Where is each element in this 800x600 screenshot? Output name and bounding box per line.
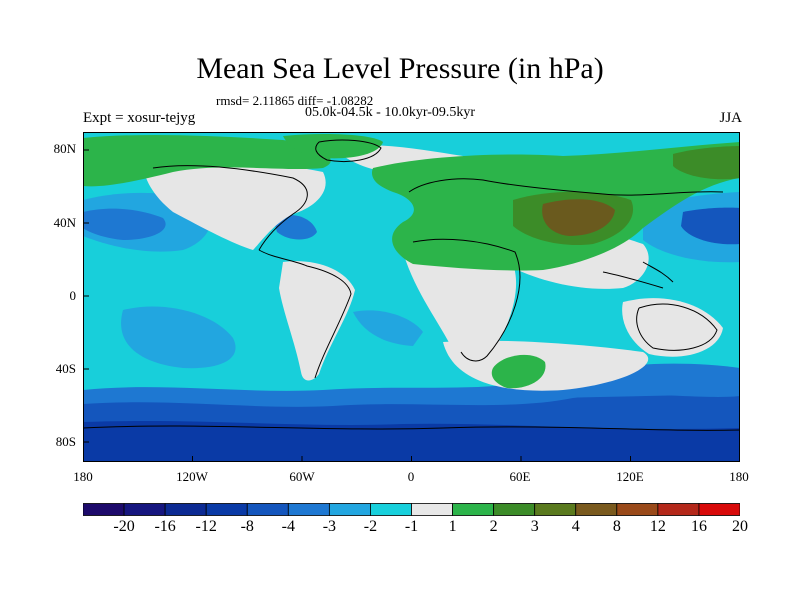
lon-label-120w: 120W [176,469,208,484]
colorbar-label: -8 [240,518,254,535]
colorbar-cell [575,503,618,516]
colorbar-label: -16 [154,518,176,535]
south-indian-high [491,354,546,389]
south-pacific-low [121,306,236,369]
africa-neutral [403,249,517,364]
colorbar-cell [452,503,495,516]
experiment-label: Expt = xosur-tejyg [83,110,196,126]
colorbar-cell [83,503,125,516]
lon-label-120e: 120E [616,469,644,484]
colorbar-cell [657,503,700,516]
colorbar-cell [246,503,289,516]
colorbar-cell [493,503,536,516]
rmsd-diff-stats: rmsd= 2.11865 diff= -1.08282 [216,93,374,108]
colorbar-cell [164,503,207,516]
north-america-neutral [143,158,326,250]
east-siberia-high [673,146,740,180]
colorbar-label: -1 [404,518,419,535]
colorbar-label: -12 [195,518,217,535]
colorbar-label: 3 [530,518,539,535]
colorbar-cell [370,503,412,516]
arctic-high-band [83,134,331,187]
west-pacific-low-core [681,207,740,245]
lon-label-0: 0 [407,469,415,484]
colorbar-label: 16 [690,518,707,535]
colorbar-label: -4 [281,518,295,535]
north-pacific-low-core [83,208,166,240]
colorbar-label: 8 [612,518,621,535]
greenland-high [283,134,383,159]
colorbar-label: -2 [363,518,378,535]
colorbar-label: -3 [322,518,337,535]
axis-ticks [83,149,631,462]
colorbar-cell [411,503,453,516]
south-america-neutral [279,261,355,381]
lat-label-80s: 80S [55,434,76,449]
colorbar-cell [616,503,659,516]
colorbar [83,503,740,516]
colorbar-cell [287,503,330,516]
lat-label-0: 0 [69,288,77,303]
central-asia-high-core [542,199,615,236]
coastlines [83,139,740,431]
colorbar-label: -20 [113,518,135,535]
colorbar-cell [205,503,248,516]
colorbar-cell [328,503,371,516]
colorbar-cell [123,503,166,516]
lon-label-60e: 60E [509,469,531,484]
colorbar-label: 12 [649,518,666,535]
colorbar-label: 2 [489,518,498,535]
colorbar-label: 4 [571,518,580,535]
season-label: JJA [719,110,742,126]
period-label: 05.0k-04.5k - 10.0kyr-09.5kyr [305,105,476,120]
lon-label-60w: 60W [289,469,315,484]
lon-label-180e: 180 [729,469,749,484]
lat-label-40n: 40N [53,215,76,230]
pressure-anomaly-map [83,132,740,462]
colorbar-label: 1 [448,518,457,535]
lat-label-80n: 80N [53,141,76,156]
southern-ocean-band-deep [83,421,740,462]
lon-label-180w: 180 [73,469,93,484]
lat-label-40s: 40S [55,361,76,376]
south-atlantic-low [353,310,423,346]
colorbar-cell [534,503,577,516]
colorbar-cell [698,503,740,516]
map-title: Mean Sea Level Pressure (in hPa) [196,52,604,85]
colorbar-label: 20 [732,518,748,535]
